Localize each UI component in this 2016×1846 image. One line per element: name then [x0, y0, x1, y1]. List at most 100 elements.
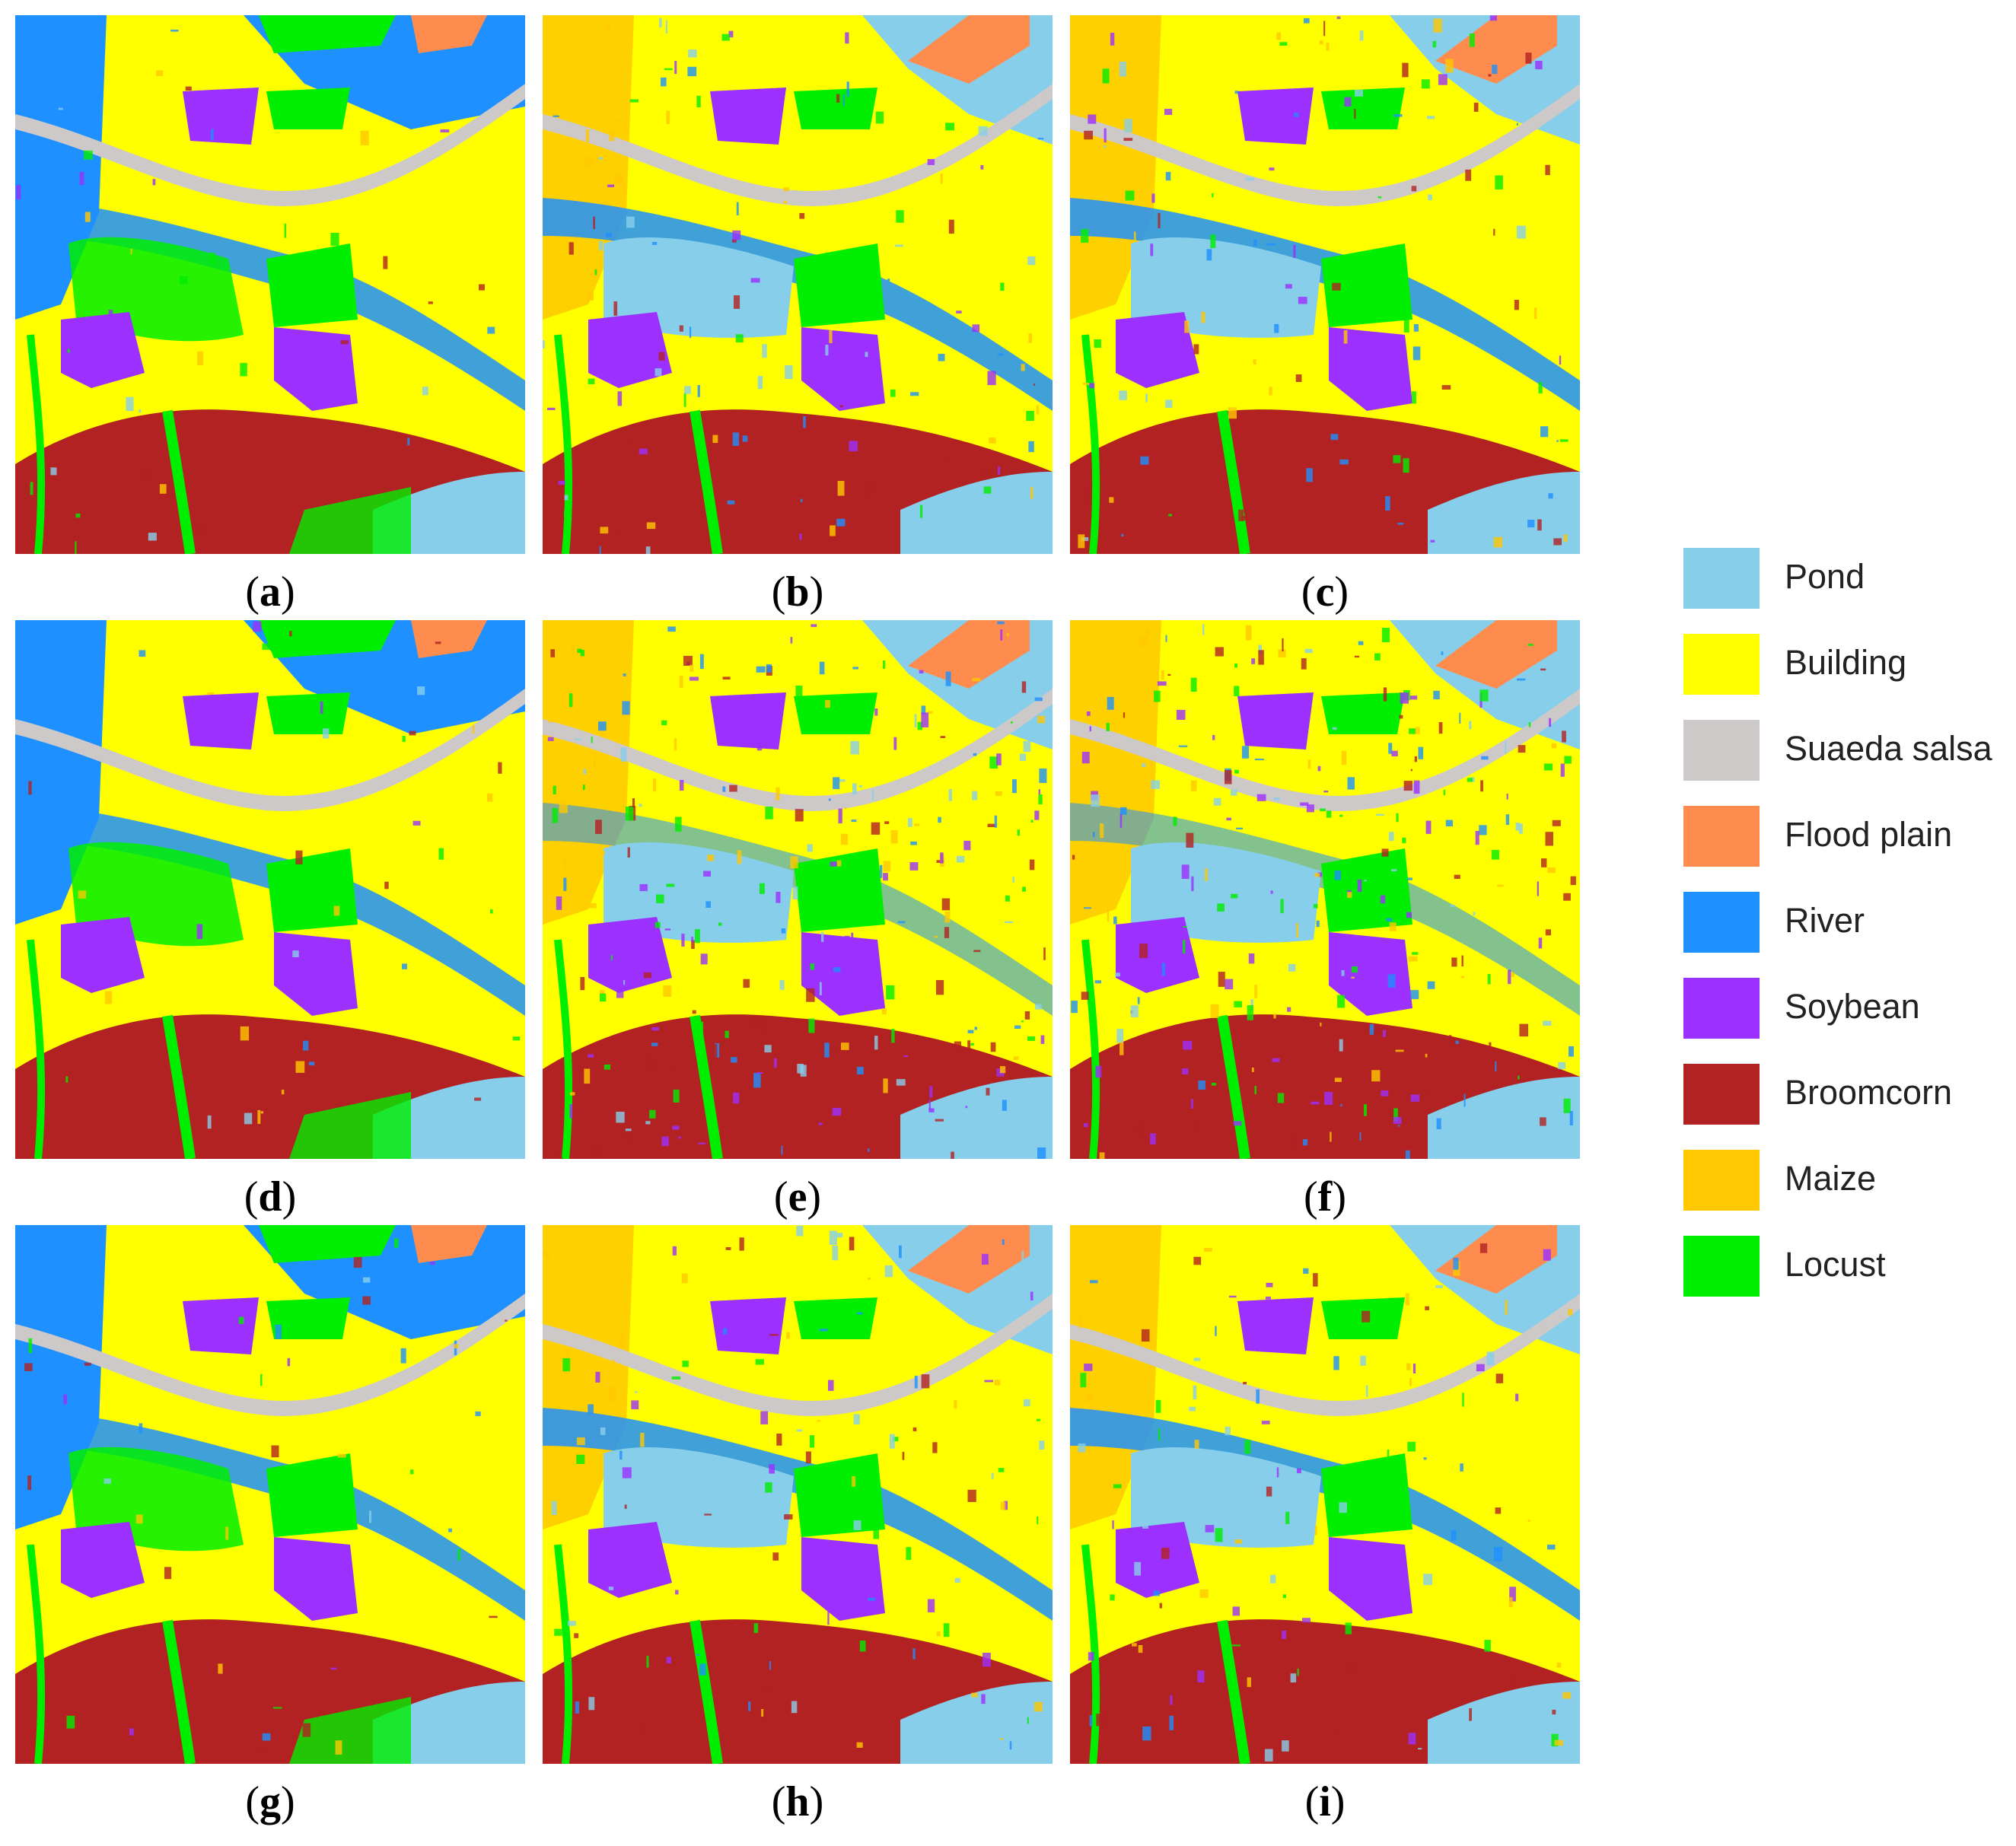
- panel-f: (f): [1070, 620, 1580, 1221]
- noise-speckle: [1037, 1147, 1046, 1159]
- noise-speckle: [1186, 832, 1194, 848]
- noise-speckle: [836, 94, 840, 103]
- noise-speckle: [1438, 722, 1443, 734]
- noise-speckle: [1285, 1511, 1290, 1524]
- noise-speckle: [225, 1526, 229, 1540]
- noise-speckle: [1336, 16, 1341, 19]
- noise-speckle: [1459, 712, 1461, 724]
- noise-speckle: [1215, 1528, 1223, 1542]
- noise-speckle: [645, 1121, 651, 1125]
- noise-speckle: [1298, 297, 1307, 304]
- locust-region-top: [259, 620, 396, 658]
- noise-speckle: [1527, 1519, 1530, 1522]
- noise-speckle: [1181, 864, 1190, 879]
- noise-speckle: [830, 525, 836, 536]
- noise-speckle: [661, 1136, 669, 1147]
- noise-speckle: [600, 851, 605, 855]
- noise-speckle: [1304, 18, 1310, 24]
- river-band-middle: [543, 1408, 1053, 1621]
- noise-speckle: [1548, 493, 1553, 499]
- noise-speckle: [1193, 344, 1199, 355]
- noise-speckle: [1469, 721, 1472, 730]
- soybean-patch-top: [1237, 1297, 1314, 1354]
- noise-speckle: [1408, 1733, 1416, 1745]
- noise-speckle: [825, 699, 830, 708]
- noise-speckle: [417, 686, 425, 695]
- noise-speckle: [859, 1641, 866, 1652]
- noise-speckle: [1106, 722, 1110, 731]
- noise-speckle: [1556, 1662, 1562, 1668]
- legend-swatch-broomcorn: [1683, 1064, 1760, 1125]
- noise-speckle: [1445, 820, 1453, 826]
- noise-speckle: [1021, 364, 1025, 371]
- noise-speckle: [827, 1611, 830, 1625]
- noise-speckle: [303, 34, 308, 37]
- noise-speckle: [67, 349, 70, 353]
- noise-speckle: [1410, 990, 1419, 999]
- noise-speckle: [1508, 969, 1511, 985]
- noise-speckle: [574, 1633, 579, 1638]
- noise-speckle: [849, 1237, 855, 1251]
- locust-patch-top: [1321, 692, 1405, 734]
- noise-speckle: [643, 972, 652, 979]
- river-band-middle: [15, 198, 525, 411]
- locust-stream-left: [554, 939, 573, 1159]
- noise-speckle: [1433, 690, 1440, 699]
- noise-speckle: [664, 68, 673, 71]
- noise-speckle: [1107, 909, 1110, 922]
- locust-stream-center: [690, 409, 723, 554]
- noise-speckle: [763, 1328, 772, 1337]
- noise-speckle: [864, 482, 872, 495]
- noise-speckle: [622, 701, 630, 715]
- noise-speckle: [1386, 916, 1392, 918]
- noise-speckle: [865, 352, 868, 358]
- noise-speckle: [984, 1380, 993, 1383]
- noise-speckle: [999, 1066, 1006, 1074]
- noise-speckle: [360, 130, 369, 145]
- noise-speckle: [588, 1404, 594, 1414]
- noise-speckle: [824, 1042, 830, 1058]
- noise-speckle: [589, 903, 597, 909]
- noise-speckle: [576, 1437, 585, 1446]
- noise-speckle: [1326, 810, 1332, 818]
- noise-speckle: [909, 862, 919, 870]
- noise-speckle: [1497, 884, 1504, 887]
- noise-speckle: [695, 1021, 704, 1037]
- noise-speckle: [1238, 509, 1244, 521]
- noise-speckle: [253, 621, 262, 632]
- noise-speckle: [565, 1350, 570, 1358]
- noise-speckle: [1381, 848, 1389, 857]
- noise-speckle: [1161, 1548, 1170, 1559]
- noise-speckle: [1380, 895, 1386, 904]
- noise-speckle: [687, 66, 697, 77]
- noise-speckle: [808, 1018, 815, 1033]
- noise-speckle: [743, 979, 750, 988]
- noise-speckle: [919, 504, 923, 518]
- noise-speckle: [1393, 1116, 1402, 1125]
- noise-speckle: [1489, 1042, 1492, 1046]
- noise-speckle: [108, 310, 113, 321]
- noise-speckle: [1515, 823, 1521, 831]
- noise-speckle: [856, 1066, 864, 1075]
- noise-speckle: [796, 1429, 803, 1432]
- soybean-patch-left: [1116, 312, 1199, 388]
- noise-speckle: [1316, 920, 1320, 928]
- soybean-patch-center: [274, 327, 358, 411]
- noise-speckle: [998, 353, 1004, 356]
- noise-speckle: [1037, 1516, 1039, 1525]
- soybean-patch-center: [274, 1537, 358, 1621]
- noise-speckle: [1000, 1501, 1006, 1510]
- noise-speckle: [1360, 1355, 1366, 1366]
- noise-speckle: [874, 1036, 878, 1050]
- noise-speckle: [1038, 794, 1043, 805]
- noise-speckle: [1233, 1121, 1242, 1126]
- noise-speckle: [604, 1065, 610, 1070]
- noise-speckle: [1021, 681, 1027, 693]
- noise-speckle: [617, 391, 623, 406]
- noise-speckle: [1443, 789, 1446, 796]
- noise-speckle: [1100, 823, 1104, 839]
- noise-speckle: [1330, 434, 1339, 441]
- noise-speckle: [1225, 770, 1232, 785]
- noise-speckle: [1212, 734, 1215, 740]
- noise-speckle: [675, 816, 682, 832]
